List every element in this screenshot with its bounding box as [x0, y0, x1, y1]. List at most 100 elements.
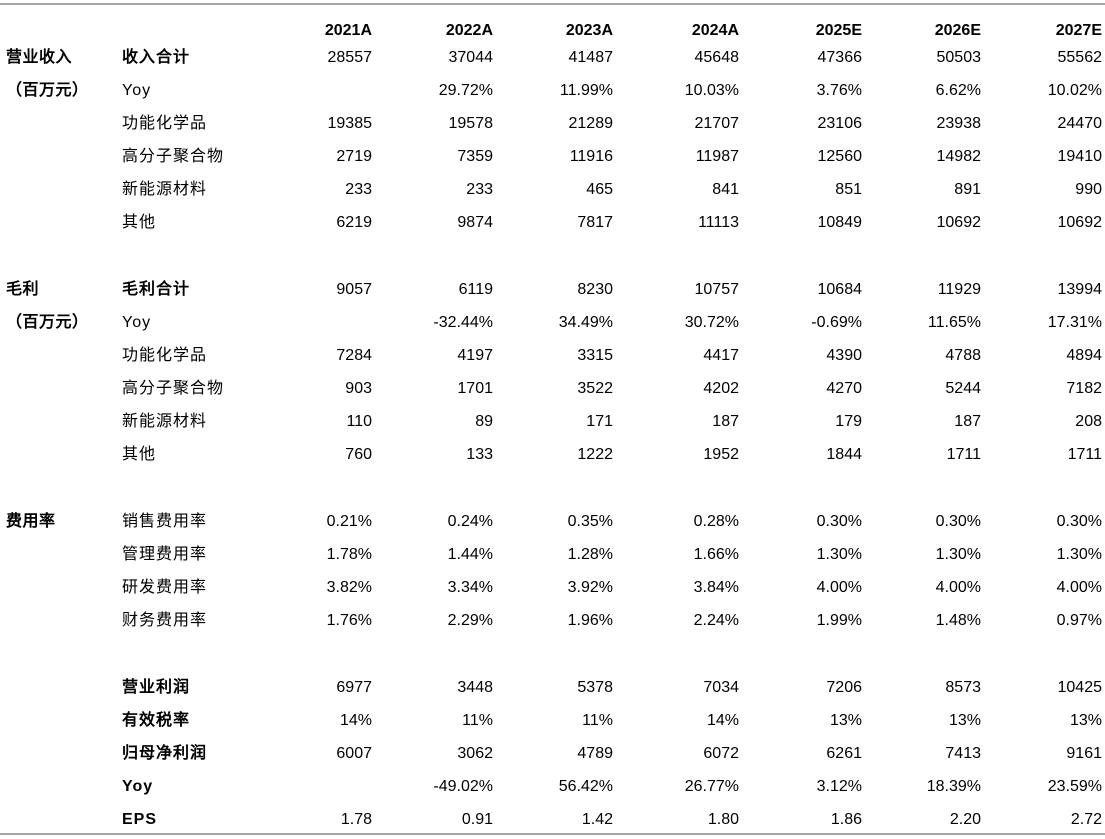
- row-label: 功能化学品: [122, 347, 208, 364]
- value-cell: 11%: [582, 712, 613, 729]
- value-cell: 47366: [817, 49, 863, 66]
- value-cell: 11.65%: [927, 314, 981, 331]
- year-header: 2026E: [934, 22, 981, 39]
- value-cell: 13%: [829, 712, 862, 729]
- value-cell: 1.78: [340, 811, 372, 828]
- value-cell: 11113: [698, 214, 739, 231]
- year-header: 2025E: [815, 22, 862, 39]
- value-cell: 851: [835, 181, 862, 198]
- table-row: 新能源材料 233 233 465 841 851 891 990: [0, 173, 1105, 206]
- row-group-label: 毛利: [6, 281, 40, 298]
- value-cell: 28557: [327, 49, 373, 66]
- value-cell: [252, 306, 372, 339]
- row-label: 营业利润: [122, 679, 191, 696]
- value-cell: 990: [1075, 181, 1102, 198]
- value-cell: 9161: [1066, 745, 1102, 762]
- value-cell: 10692: [1057, 214, 1103, 231]
- value-cell: 14%: [706, 712, 739, 729]
- row-label: 销售费用率: [122, 513, 208, 530]
- value-cell: 11916: [569, 148, 613, 165]
- value-cell: 11%: [462, 712, 493, 729]
- value-cell: 9874: [457, 214, 493, 231]
- value-cell: 11987: [695, 148, 739, 165]
- value-cell: 7182: [1066, 380, 1102, 397]
- row-label: 其他: [122, 446, 157, 463]
- value-cell: 8230: [577, 281, 613, 298]
- value-cell: 187: [954, 413, 981, 430]
- row-group-label: 费用率: [6, 513, 56, 530]
- value-cell: 3522: [577, 380, 613, 397]
- value-cell: 187: [712, 413, 739, 430]
- row-label: 新能源材料: [122, 181, 208, 198]
- year-header: 2024A: [691, 22, 739, 39]
- value-cell: 133: [466, 446, 493, 463]
- table-row: （百万元） Yoy -32.44% 34.49% 30.72% -0.69% 11.65% 1…: [0, 306, 1105, 339]
- year-header: 2027E: [1055, 22, 1102, 39]
- table-row: 其他 760 133 1222 1952 1844 1711 1711: [0, 438, 1105, 471]
- value-cell: 13%: [948, 712, 981, 729]
- row-label: 高分子聚合物: [122, 148, 225, 165]
- value-cell: [252, 74, 372, 107]
- value-cell: 7034: [703, 679, 739, 696]
- value-cell: 19385: [327, 115, 373, 132]
- value-cell: 110: [346, 413, 372, 430]
- value-cell: 4417: [703, 347, 739, 364]
- table-row: 新能源材料 110 89 171 187 179 187 208: [0, 405, 1105, 438]
- value-cell: 55562: [1057, 49, 1103, 66]
- table-row: 归母净利润 6007 3062 4789 6072 6261 7413 9161: [0, 737, 1105, 770]
- value-cell: 903: [345, 380, 372, 397]
- value-cell: 3.34%: [447, 579, 493, 596]
- value-cell: 10425: [1057, 679, 1103, 696]
- row-label: 研发费用率: [122, 579, 208, 596]
- value-cell: 18.39%: [926, 778, 981, 795]
- value-cell: 10.03%: [684, 82, 739, 99]
- value-cell: 10.02%: [1047, 82, 1102, 99]
- value-cell: 465: [586, 181, 613, 198]
- value-cell: 1.30%: [935, 546, 981, 563]
- value-cell: 19410: [1057, 148, 1103, 165]
- value-cell: 1222: [577, 446, 613, 463]
- row-label: 毛利合计: [122, 281, 191, 298]
- value-cell: 0.21%: [326, 513, 372, 530]
- value-cell: 1.30%: [816, 546, 862, 563]
- value-cell: 0.24%: [447, 513, 493, 530]
- table-row: EPS 1.78 0.91 1.42 1.80 1.86 2.20 2.72: [0, 803, 1105, 836]
- value-cell: 50503: [936, 49, 982, 66]
- value-cell: 1.78%: [326, 546, 372, 563]
- table-row: 费用率 销售费用率 0.21% 0.24% 0.35% 0.28% 0.30% 0.30% 0.…: [0, 505, 1105, 538]
- value-cell: 171: [586, 413, 613, 430]
- value-cell: 1.80: [707, 811, 739, 828]
- value-cell: 4270: [826, 380, 862, 397]
- value-cell: 891: [954, 181, 981, 198]
- value-cell: -0.69%: [811, 314, 862, 331]
- value-cell: 4789: [577, 745, 613, 762]
- value-cell: 5244: [945, 380, 981, 397]
- value-cell: 45648: [694, 49, 740, 66]
- value-cell: 89: [475, 413, 493, 430]
- value-cell: 11.99%: [559, 82, 613, 99]
- value-cell: 4894: [1066, 347, 1102, 364]
- value-cell: 1.96%: [567, 612, 613, 629]
- value-cell: 26.77%: [684, 778, 739, 795]
- value-cell: 56.42%: [558, 778, 613, 795]
- table-row: 管理费用率 1.78% 1.44% 1.28% 1.66% 1.30% 1.30% 1.30%: [0, 538, 1105, 571]
- row-label: 财务费用率: [122, 612, 208, 629]
- table-row: 功能化学品 7284 4197 3315 4417 4390 4788 4894: [0, 339, 1105, 372]
- table-row: 高分子聚合物 903 1701 3522 4202 4270 5244 7182: [0, 372, 1105, 405]
- value-cell: 8573: [945, 679, 981, 696]
- table-row: 毛利 毛利合计 9057 6119 8230 10757 10684 11929 13994: [0, 273, 1105, 306]
- value-cell: 760: [345, 446, 372, 463]
- value-cell: 1.42: [581, 811, 613, 828]
- row-label: Yoy: [122, 82, 152, 99]
- value-cell: 6261: [826, 745, 862, 762]
- row-group-label: （百万元）: [6, 82, 89, 99]
- value-cell: 0.28%: [693, 513, 739, 530]
- row-label: 功能化学品: [122, 115, 208, 132]
- table-row: 有效税率 14% 11% 11% 14% 13% 13% 13%: [0, 704, 1105, 737]
- value-cell: 7284: [336, 347, 372, 364]
- year-header: 2021A: [324, 22, 372, 39]
- value-cell: 0.30%: [1056, 513, 1102, 530]
- value-cell: 233: [345, 181, 372, 198]
- value-cell: 23938: [936, 115, 982, 132]
- value-cell: 14982: [936, 148, 982, 165]
